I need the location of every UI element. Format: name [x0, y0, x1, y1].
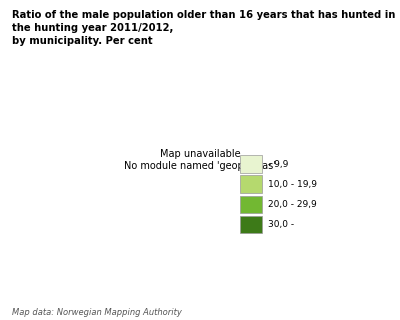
Text: Ratio of the male population older than 16 years that has hunted in
the hunting : Ratio of the male population older than …: [12, 10, 395, 46]
Text: 10,0 - 19,9: 10,0 - 19,9: [268, 180, 317, 189]
Text: - 9,9: - 9,9: [268, 159, 288, 169]
Text: 20,0 - 29,9: 20,0 - 29,9: [268, 200, 317, 209]
Text: 30,0 -: 30,0 -: [268, 220, 294, 229]
Text: Map data: Norwegian Mapping Authority: Map data: Norwegian Mapping Authority: [12, 308, 182, 317]
Text: Map unavailable
No module named 'geopandas': Map unavailable No module named 'geopand…: [124, 149, 276, 171]
